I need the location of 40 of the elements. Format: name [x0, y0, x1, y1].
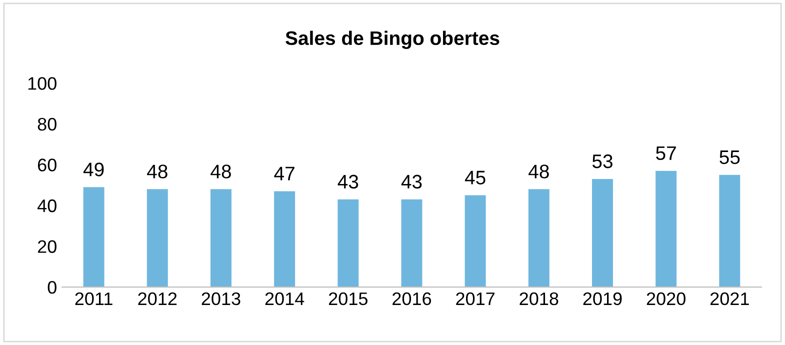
data-label: 48 [210, 164, 231, 178]
x-tick-label: 2016 [392, 292, 432, 306]
x-tick-label: 2018 [520, 292, 558, 306]
data-label: 45 [464, 170, 486, 184]
bar [656, 170, 677, 288]
bar [83, 187, 104, 288]
bar [274, 191, 296, 288]
bar [338, 199, 359, 288]
x-tick-label: 2011 [75, 292, 112, 306]
y-tick-label: 20 [38, 240, 56, 253]
data-label: 49 [83, 162, 104, 176]
x-tick-label: 2012 [138, 292, 177, 306]
data-label: 48 [528, 164, 549, 178]
bar [719, 174, 740, 288]
data-label: 57 [656, 146, 676, 160]
data-label: 47 [274, 166, 294, 180]
bar [146, 189, 168, 288]
x-tick-label: 2014 [265, 292, 304, 306]
data-label: 55 [720, 150, 740, 164]
x-tick-label: 2017 [456, 292, 494, 306]
data-label: 43 [401, 174, 422, 189]
bar [592, 178, 613, 288]
chart-title: Sales de Bingo obertes [286, 30, 500, 49]
bar [528, 189, 550, 288]
bar [401, 199, 422, 288]
data-label: 48 [147, 164, 168, 178]
bar [210, 189, 232, 288]
x-tick-label: 2020 [646, 292, 686, 306]
y-tick-label: 60 [38, 158, 56, 172]
y-tick-label: 100 [28, 77, 56, 90]
x-tick-label: 2013 [202, 292, 240, 306]
y-tick-label: 40 [37, 199, 56, 212]
bar [464, 195, 486, 288]
x-tick-label: 2019 [583, 292, 622, 306]
y-tick-label: 0 [48, 280, 56, 294]
y-tick-label: 80 [38, 118, 56, 131]
x-tick-label: 2015 [328, 292, 368, 306]
data-label: 43 [338, 174, 358, 189]
data-label: 53 [592, 154, 612, 168]
x-tick-label: 2021 [710, 292, 749, 306]
